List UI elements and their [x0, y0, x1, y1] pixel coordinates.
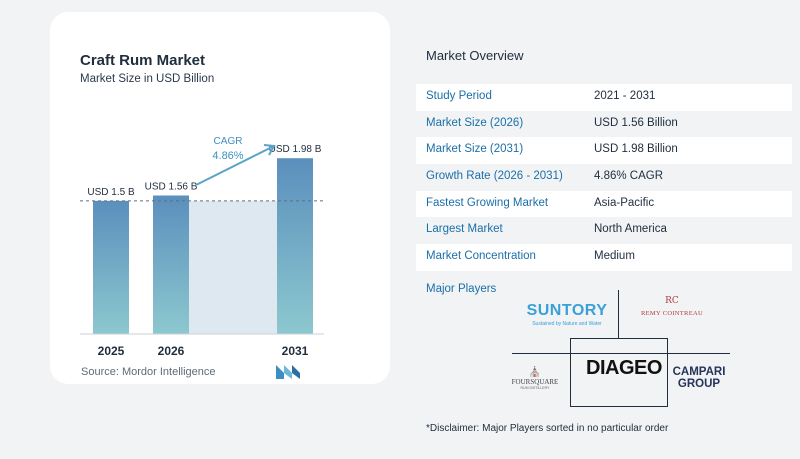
table-row: Growth Rate (2026 - 2031) 4.86% CAGR [416, 164, 792, 191]
suntory-logo: SUNTORY Sustained by Nature and Water [522, 302, 612, 327]
row-value: 4.86% CAGR [594, 170, 664, 183]
row-label: Study Period [426, 90, 492, 102]
table-row: Market Size (2026) USD 1.56 Billion [416, 110, 792, 138]
logo-divider [512, 353, 730, 354]
row-value: North America [594, 223, 667, 236]
row-value: Asia-Pacific [594, 196, 655, 209]
logo-divider [667, 338, 668, 407]
remy-cointreau-logo: RC REMY COINTREAU [626, 296, 718, 317]
remy-name: REMY COINTREAU [641, 310, 703, 317]
x-tick-label: 2031 [282, 344, 309, 358]
x-tick-label: 2026 [158, 344, 185, 358]
row-label: Largest Market [426, 223, 503, 236]
campari-line2: GROUP [677, 378, 721, 390]
diageo-logo: DIAGEO [586, 357, 662, 379]
bar-2025 [93, 200, 129, 334]
logo-divider [570, 338, 571, 407]
cagr-value: 4.86% [212, 150, 243, 162]
mordor-logo-icon [276, 365, 300, 379]
bar-2031 [277, 158, 313, 334]
major-players-title: Major Players [426, 283, 497, 295]
row-value: 2021 - 2031 [594, 90, 656, 102]
table-row: Study Period 2021 - 2031 [416, 84, 792, 111]
overview-table: Study Period 2021 - 2031 Market Size (20… [416, 84, 792, 271]
remy-mark-icon: RC [665, 296, 679, 306]
foursquare-logo: ⛪ FOURSQUARE RUM DISTILLERY [503, 367, 567, 390]
row-value: USD 1.98 Billion [594, 143, 678, 156]
foursquare-sub: RUM DISTILLERY [520, 386, 550, 390]
overview-title: Market Overview [426, 48, 524, 63]
growth-band [189, 200, 277, 334]
bar-2026 [153, 195, 189, 334]
row-value: Medium [594, 250, 635, 263]
logo-divider [570, 406, 668, 407]
major-players-logos: SUNTORY Sustained by Nature and Water RC… [400, 0, 800, 459]
row-label: Market Concentration [426, 250, 536, 263]
foursquare-building-icon: ⛪ [528, 367, 542, 378]
row-label: Growth Rate (2026 - 2031) [426, 170, 563, 183]
data-label: USD 1.5 B [87, 187, 135, 198]
logo-divider [570, 338, 668, 339]
table-row: Market Size (2031) USD 1.98 Billion [416, 137, 792, 165]
cagr-arrow [195, 145, 275, 186]
data-label: USD 1.56 B [145, 182, 198, 193]
suntory-name: SUNTORY [526, 302, 608, 319]
cagr-label: CAGR [214, 136, 243, 147]
row-label: Market Size (2031) [426, 143, 524, 156]
disclaimer-text: *Disclaimer: Major Players sorted in no … [426, 423, 669, 434]
table-row: Fastest Growing Market Asia-Pacific [416, 190, 792, 218]
x-tick-label: 2025 [98, 344, 125, 358]
chart-subtitle: Market Size in USD Billion [80, 73, 215, 85]
data-label: USD 1.98 B [269, 144, 322, 155]
chart-card: Craft Rum Market Market Size in USD Bill… [50, 12, 390, 384]
campari-logo: CAMPARI GROUP [666, 366, 732, 390]
row-label: Market Size (2026) [426, 116, 524, 129]
source-text: Source: Mordor Intelligence [81, 366, 216, 378]
cagr-arrowhead-icon [263, 144, 276, 156]
table-row: Largest Market North America [416, 217, 792, 245]
suntory-tagline: Sustained by Nature and Water [532, 321, 602, 327]
foursquare-name: FOURSQUARE [511, 378, 559, 386]
campari-line1: CAMPARI [672, 366, 726, 378]
bar-chart: USD 1.5 B USD 1.56 B USD 1.98 B 2025 2026 203… [80, 136, 324, 358]
logo-divider [618, 290, 619, 338]
table-row: Market Concentration Medium [416, 244, 792, 271]
row-label: Fastest Growing Market [426, 196, 549, 209]
chart-title: Craft Rum Market [80, 52, 206, 69]
row-value: USD 1.56 Billion [594, 116, 678, 129]
market-overview-panel: Market Overview Study Period 2021 - 2031… [400, 0, 800, 459]
